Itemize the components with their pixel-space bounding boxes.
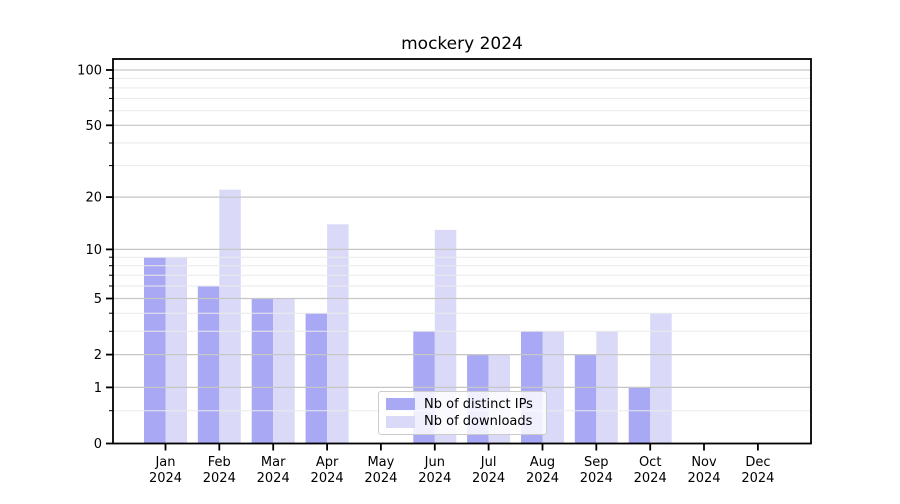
x-tick-year-label: 2024 [634, 471, 667, 486]
y-tick-label: 5 [94, 292, 102, 307]
bar-downloads-mar [273, 298, 295, 444]
x-tick-label-may: May [367, 455, 394, 470]
legend-item-distinct-ips: Nb of distinct IPs [386, 397, 539, 412]
bar-distinct-ips-apr [305, 313, 328, 444]
bar-downloads-jan [165, 257, 187, 444]
y-tick-label: 10 [85, 243, 102, 258]
x-tick-label-oct: Oct [639, 455, 661, 470]
x-tick-year-label: 2024 [472, 471, 505, 486]
bar-downloads-jun [434, 229, 457, 444]
legend-swatch-distinct-ips [386, 398, 415, 411]
y-tick-label: 20 [85, 191, 102, 206]
x-tick-year-label: 2024 [580, 471, 613, 486]
x-tick-year-label: 2024 [149, 471, 182, 486]
bar-distinct-ips-mar [251, 298, 274, 444]
x-tick-label-jul: Jul [480, 455, 497, 470]
legend-swatch-downloads [386, 415, 415, 428]
legend-item-downloads: Nb of downloads [386, 414, 539, 429]
x-tick-year-label: 2024 [311, 471, 344, 486]
y-tick-label: 2 [94, 348, 102, 363]
x-tick-year-label: 2024 [687, 471, 720, 486]
y-tick-label: 0 [94, 437, 102, 452]
bar-downloads-apr [327, 224, 349, 444]
y-tick-label: 1 [94, 381, 102, 396]
x-tick-year-label: 2024 [526, 471, 559, 486]
x-tick-label-dec: Dec [745, 455, 770, 470]
y-tick-label: 50 [85, 119, 102, 134]
x-tick-year-label: 2024 [741, 471, 774, 486]
x-tick-year-label: 2024 [257, 471, 290, 486]
x-tick-year-label: 2024 [364, 471, 397, 486]
x-tick-label-aug: Aug [530, 455, 555, 470]
bar-distinct-ips-oct [628, 387, 651, 444]
plot-border [112, 58, 812, 445]
x-tick-label-jan: Jan [154, 455, 175, 470]
legend-label-distinct-ips: Nb of distinct IPs [424, 396, 533, 412]
legend: Nb of distinct IPs Nb of downloads [378, 391, 547, 435]
x-tick-year-label: 2024 [418, 471, 451, 486]
bar-downloads-oct [650, 313, 672, 444]
x-tick-label-nov: Nov [691, 455, 717, 470]
x-tick-label-mar: Mar [261, 455, 286, 470]
legend-label-downloads: Nb of downloads [424, 414, 533, 430]
y-tick-label: 100 [77, 64, 102, 79]
bar-downloads-feb [219, 189, 241, 444]
bar-distinct-ips-sep [574, 354, 597, 444]
bar-distinct-ips-feb [197, 286, 220, 444]
x-tick-year-label: 2024 [203, 471, 236, 486]
chart-title: mockery 2024 [401, 34, 523, 54]
bar-distinct-ips-jan [144, 257, 166, 444]
x-tick-label-feb: Feb [208, 455, 231, 470]
x-tick-label-jun: Jun [424, 455, 445, 470]
x-tick-label-sep: Sep [584, 455, 609, 470]
x-tick-label-apr: Apr [316, 455, 339, 470]
